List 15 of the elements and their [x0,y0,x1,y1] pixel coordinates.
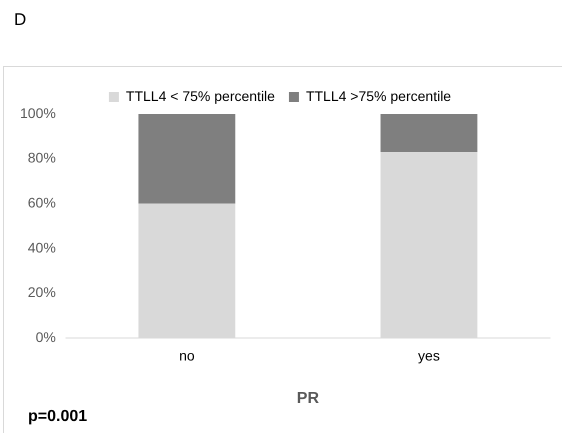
legend-label: TTLL4 < 75% percentile [126,88,276,104]
y-tick-label: 100% [20,104,56,121]
legend-label: TTLL4 >75% percentile [306,88,452,104]
y-tick-label: 20% [28,284,56,300]
y-tick-label: 60% [28,194,56,210]
bar [380,114,478,152]
y-tick-label: 40% [28,239,56,256]
y-tick-label: 0% [36,328,56,345]
chart-title: D [14,10,26,30]
x-tick-label: no [179,347,195,364]
bar [138,114,236,204]
text: p=0.001 [28,408,88,426]
x-axis-title: PR [296,390,320,407]
y-tick-label: 80% [28,150,56,166]
x-tick-label: yes [418,347,440,364]
